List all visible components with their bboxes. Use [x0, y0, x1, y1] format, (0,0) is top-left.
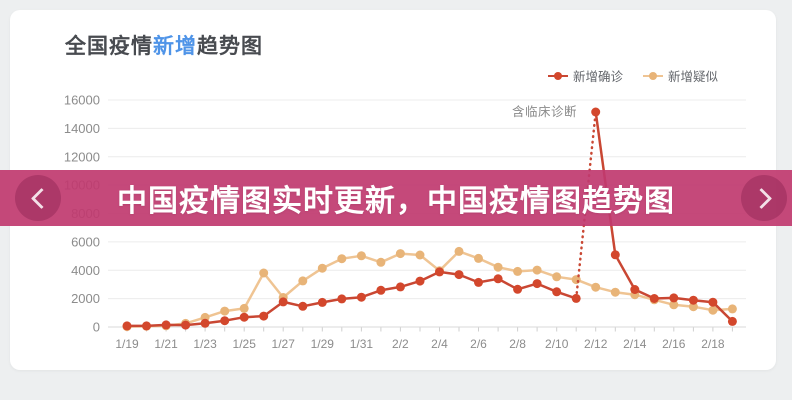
title-prefix: 全国疫情 [65, 35, 153, 58]
confirmed-legend-marker-icon [548, 71, 568, 80]
clinical-diagnosis-annotation: 含临床诊断 [512, 105, 578, 119]
title-suffix: 趋势图 [197, 35, 263, 58]
suspected-legend-marker-icon [643, 71, 664, 80]
legend-label: 新增疑似 [668, 70, 719, 84]
legend-label: 新增确诊 [573, 70, 624, 84]
legend-item-confirmed[interactable]: 新增确诊 [548, 66, 623, 85]
chart-legend: 新增确诊 新增疑似 [548, 66, 718, 85]
legend-item-suspected[interactable]: 新增疑似 [643, 66, 718, 85]
banner-title-link[interactable]: 中国疫情图实时更新，中国疫情图趋势图 [117, 185, 675, 218]
carousel-prev-button[interactable] [15, 175, 61, 221]
title-highlight: 新增 [153, 35, 197, 58]
chevron-left-icon [30, 187, 52, 209]
chevron-right-icon [750, 187, 772, 209]
page-title: 全国疫情新增趋势图 [65, 30, 263, 60]
carousel-next-button[interactable] [741, 175, 787, 221]
carousel-banner: 中国疫情图实时更新，中国疫情图趋势图 [0, 170, 792, 226]
